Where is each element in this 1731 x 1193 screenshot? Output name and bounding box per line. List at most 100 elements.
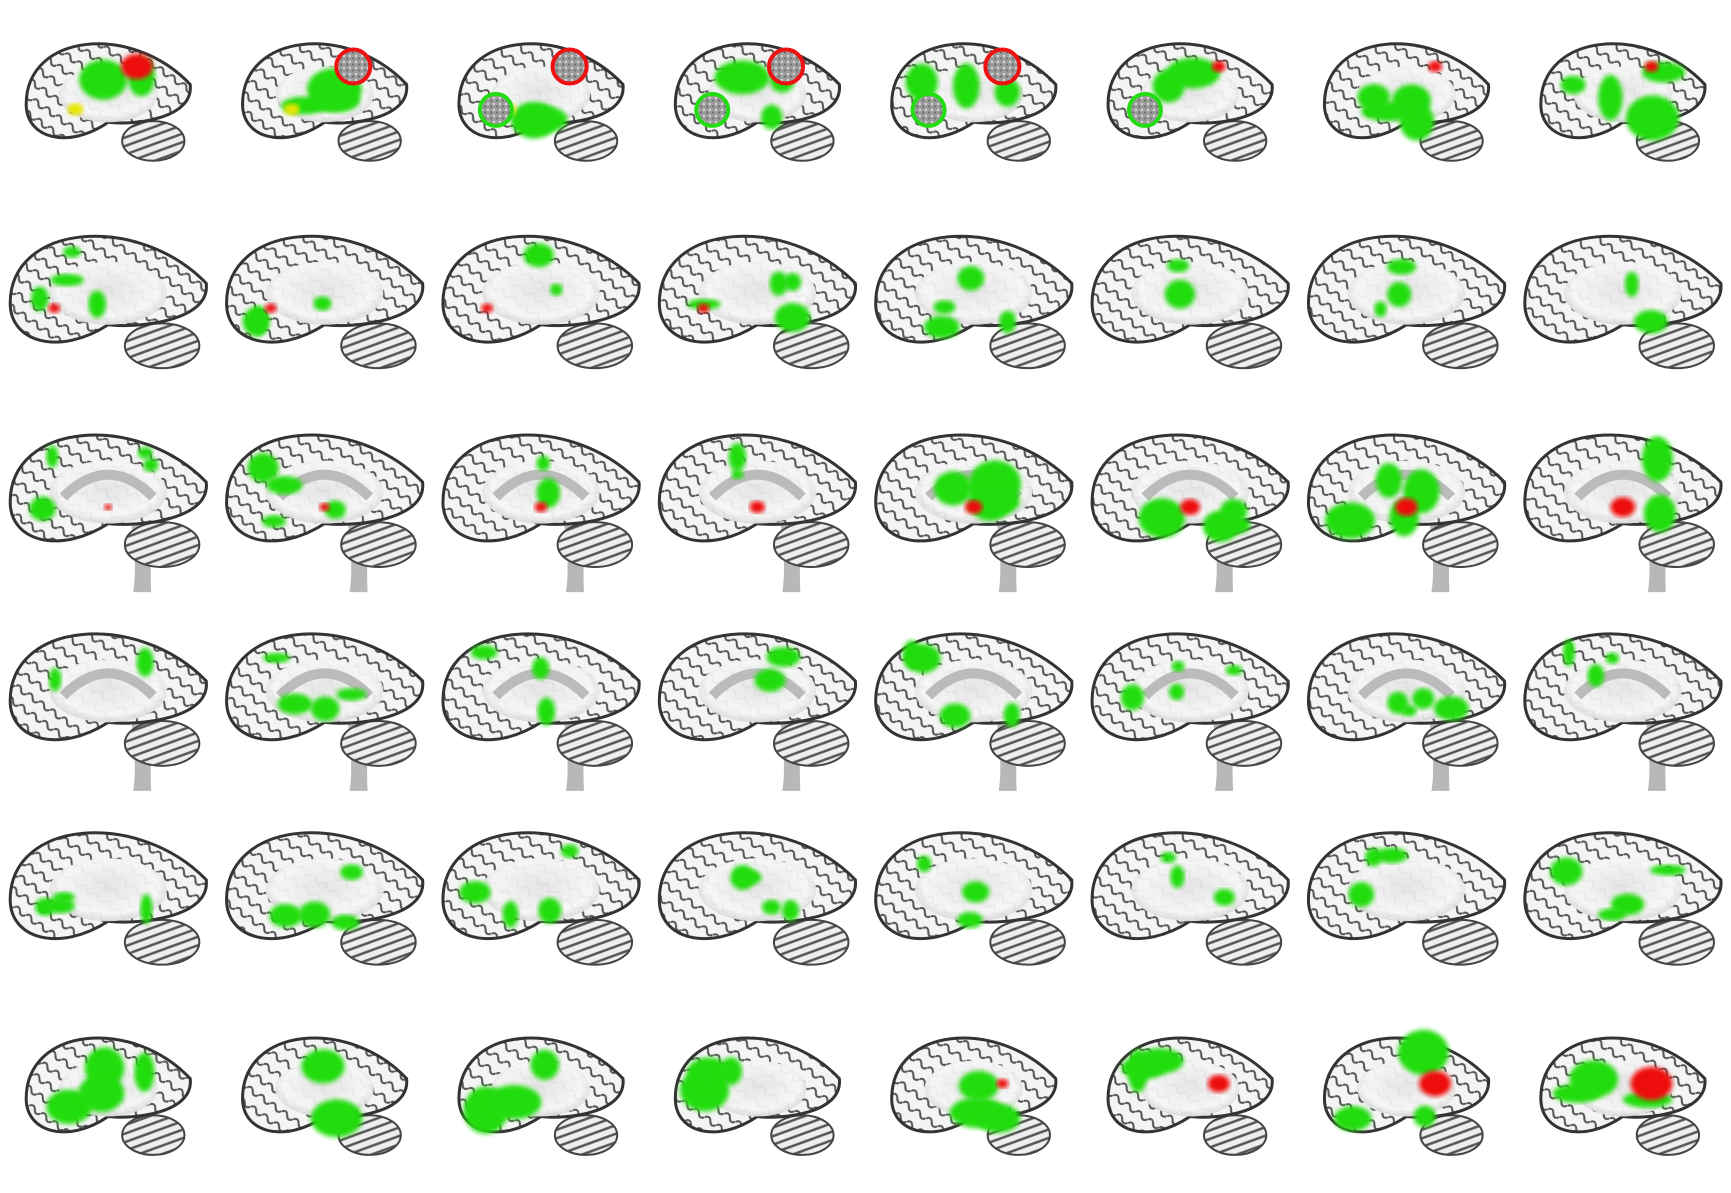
- white-matter: [1131, 858, 1249, 922]
- green-activation: [1587, 664, 1605, 687]
- green-activation: [331, 914, 360, 931]
- corpus-callosum: [59, 668, 157, 700]
- cerebellum: [989, 322, 1066, 370]
- green-activation: [1365, 847, 1382, 867]
- cerebellum: [121, 120, 186, 162]
- cerebellum: [772, 521, 850, 568]
- green-activation: [1217, 515, 1251, 535]
- green-activation: [532, 657, 550, 680]
- roi-red: [334, 47, 373, 86]
- cerebellum: [556, 322, 634, 370]
- green-activation: [1374, 301, 1387, 318]
- green-activation: [1412, 688, 1435, 710]
- green-activation: [561, 844, 579, 858]
- roi-green: [910, 91, 947, 128]
- roi-red: [767, 47, 806, 86]
- brain-slice: [8, 831, 208, 966]
- green-activation: [783, 272, 802, 291]
- green-activation: [263, 652, 291, 664]
- brain-slice: [890, 42, 1058, 162]
- brain-slice: [441, 831, 641, 966]
- brain-slice: [1523, 234, 1723, 370]
- cerebellum: [123, 322, 201, 370]
- green-activation: [261, 515, 286, 528]
- red-activation: [1630, 1066, 1673, 1101]
- brain-slice: [1322, 42, 1490, 162]
- green-activation: [1624, 271, 1639, 298]
- cerebellum: [770, 120, 835, 162]
- cerebellum: [1205, 322, 1283, 370]
- green-activation: [1213, 888, 1235, 906]
- roi-green: [477, 91, 514, 128]
- green-activation: [1375, 463, 1403, 498]
- green-activation: [1220, 498, 1248, 523]
- green-activation: [1598, 74, 1623, 121]
- green-activation: [731, 469, 744, 480]
- white-matter: [482, 261, 600, 325]
- white-matter: [49, 858, 167, 922]
- brain-slice: [1523, 632, 1723, 791]
- white-matter: [1347, 858, 1466, 922]
- green-activation: [1397, 1029, 1449, 1075]
- green-activation: [486, 1085, 542, 1120]
- cerebellum: [1638, 521, 1715, 568]
- green-activation: [136, 647, 154, 677]
- green-activation: [277, 693, 313, 715]
- cerebellum: [1422, 322, 1499, 370]
- white-matter: [1131, 659, 1249, 723]
- corpus-callosum: [276, 668, 374, 700]
- cerebellum: [1422, 521, 1499, 568]
- green-activation: [1169, 683, 1185, 701]
- cerebellum: [556, 918, 634, 966]
- white-matter: [1140, 1060, 1240, 1117]
- cerebellum: [556, 720, 634, 767]
- cerebellum: [123, 918, 201, 966]
- green-activation: [336, 688, 367, 701]
- brain-slice: [225, 433, 425, 593]
- green-activation: [502, 900, 519, 928]
- corpus-callosum: [59, 469, 157, 501]
- green-activation: [957, 911, 983, 929]
- corpus-callosum: [1141, 469, 1239, 501]
- brain-slice: [441, 632, 641, 791]
- cerebellum: [989, 918, 1066, 966]
- green-activation: [1375, 847, 1408, 864]
- brain-slice: [24, 42, 192, 162]
- cerebellum: [553, 1114, 619, 1156]
- red-activation: [1211, 60, 1226, 73]
- red-activation: [104, 503, 113, 511]
- brain-slice: [1539, 42, 1707, 162]
- green-activation: [269, 903, 303, 928]
- green-activation: [714, 60, 770, 95]
- green-activation: [1400, 705, 1417, 717]
- green-activation: [902, 640, 921, 670]
- green-activation: [1387, 281, 1412, 308]
- white-matter: [49, 261, 167, 325]
- brain-slice: [457, 42, 625, 162]
- white-matter: [698, 659, 817, 723]
- cerebellum: [1638, 322, 1715, 370]
- green-activation: [962, 881, 990, 903]
- green-activation: [1605, 652, 1620, 665]
- green-activation: [737, 869, 762, 885]
- roi-green: [694, 91, 731, 128]
- cerebellum: [1205, 918, 1283, 966]
- brain-slice: [441, 433, 641, 593]
- brain-slice: [874, 234, 1074, 370]
- green-activation: [1325, 502, 1376, 539]
- cerebellum: [1205, 720, 1283, 767]
- green-activation: [250, 305, 267, 336]
- brain-slice: [673, 1036, 841, 1156]
- brain-slice: [1306, 831, 1506, 966]
- green-activation: [310, 1099, 363, 1138]
- green-activation: [537, 697, 556, 726]
- green-activation: [30, 286, 49, 312]
- cerebellum: [553, 120, 619, 162]
- green-activation: [79, 59, 128, 100]
- green-activation: [324, 500, 346, 519]
- green-activation: [88, 290, 106, 319]
- green-activation: [1413, 1105, 1436, 1128]
- brain-slice: [225, 234, 425, 370]
- green-activation: [513, 105, 568, 134]
